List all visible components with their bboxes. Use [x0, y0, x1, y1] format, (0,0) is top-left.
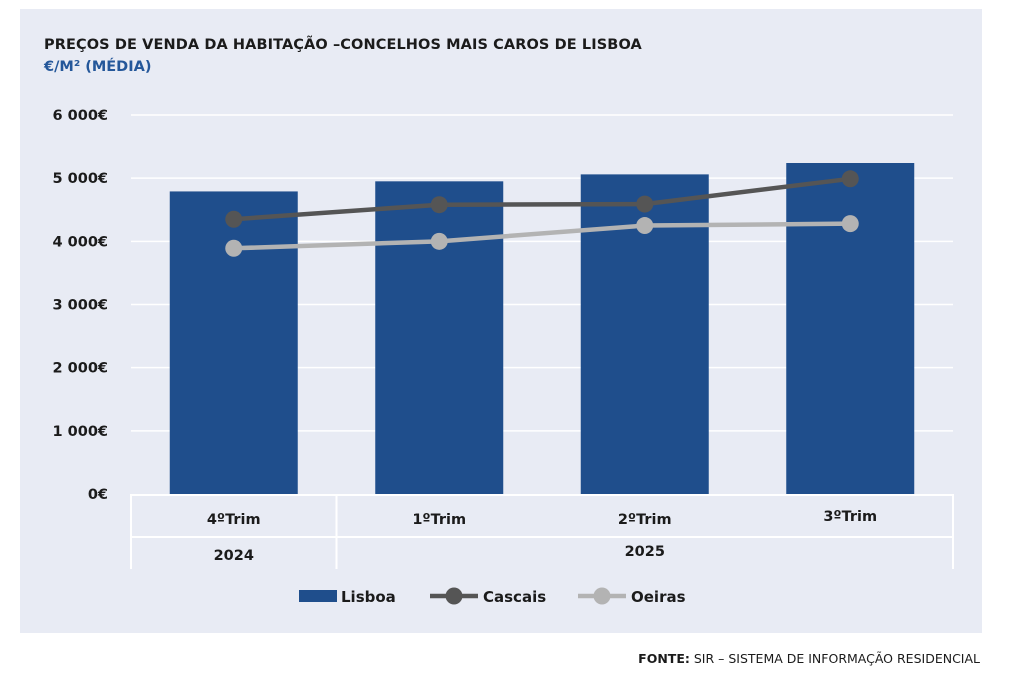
legend-label-lisboa: Lisboa: [341, 588, 396, 606]
point-oeiras: [841, 215, 859, 233]
line-cascais: [233, 176, 851, 222]
source-label: FONTE:: [638, 651, 690, 666]
source-note: FONTE: SIR – SISTEMA DE INFORMAÇÃO RESID…: [638, 651, 980, 666]
line-oeiras: [233, 221, 851, 251]
x-tick-label: 4ºTrim: [207, 512, 261, 528]
chart-subtitle: €/M² (MÉDIA): [44, 59, 152, 75]
y-tick-label: 0€: [88, 487, 108, 503]
point-oeiras: [636, 217, 654, 235]
point-oeiras: [225, 239, 243, 257]
bar-lisboa: [375, 181, 504, 494]
x-tick-label: 1ºTrim: [412, 512, 466, 528]
bar-series: [169, 163, 915, 495]
legend-marker-cascais: [445, 587, 463, 605]
point-cascais: [636, 195, 654, 213]
legend: Lisboa Cascais Oeiras: [299, 587, 686, 606]
y-tick-label: 5 000€: [53, 171, 109, 187]
point-cascais: [225, 210, 243, 228]
year-label: 2024: [214, 548, 254, 564]
bar-lisboa: [786, 163, 915, 495]
year-label: 2025: [625, 544, 665, 560]
line-series: [225, 170, 859, 257]
source-text: SIR – SISTEMA DE INFORMAÇÃO RESIDENCIAL: [689, 651, 980, 666]
x-tick-label: 2ºTrim: [618, 512, 672, 528]
legend-swatch-lisboa: [299, 590, 337, 602]
y-axis-ticks: 0€ 1 000€ 2 000€ 3 000€ 4 000€ 5 000€ 6 000€: [53, 108, 109, 503]
x-axis: 4ºTrim 1ºTrim 2ºTrim 3ºTrim 2024 2025: [130, 494, 954, 569]
point-oeiras: [430, 232, 448, 250]
chart-title: PREÇOS DE VENDA DA HABITAÇÃO –CONCELHOS …: [44, 37, 642, 53]
y-tick-label: 6 000€: [53, 108, 109, 124]
bar-lisboa: [169, 191, 298, 494]
legend-label-cascais: Cascais: [483, 588, 546, 606]
point-cascais: [430, 196, 448, 214]
x-tick-label: 3ºTrim: [823, 509, 877, 525]
point-cascais: [841, 170, 859, 188]
legend-label-oeiras: Oeiras: [631, 588, 686, 606]
legend-marker-oeiras: [593, 587, 611, 605]
y-tick-label: 1 000€: [53, 424, 109, 440]
y-tick-label: 4 000€: [53, 234, 109, 250]
y-tick-label: 3 000€: [53, 298, 109, 314]
y-tick-label: 2 000€: [53, 361, 109, 377]
